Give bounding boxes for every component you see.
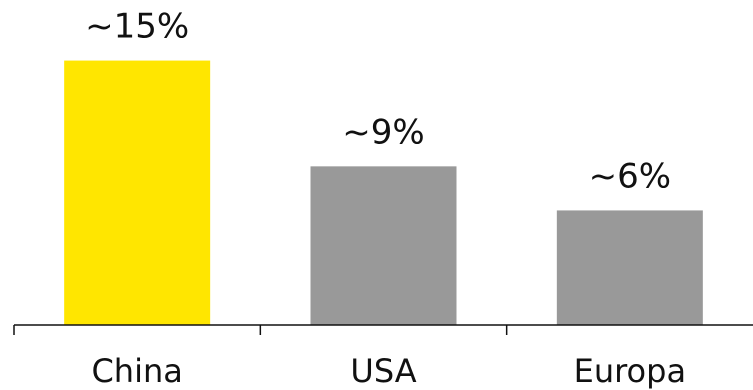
- bar-china: [64, 60, 211, 325]
- bar-usa: [310, 166, 457, 325]
- category-label-china: China: [91, 352, 182, 390]
- data-label-europa: ~6%: [589, 156, 671, 196]
- bars-group: [64, 60, 703, 325]
- labels-group: ~15% China ~9% USA ~6% Europa: [85, 7, 686, 390]
- category-label-europa: Europa: [574, 352, 686, 390]
- data-label-china: ~15%: [85, 7, 189, 47]
- bar-europa: [556, 210, 703, 325]
- category-label-usa: USA: [350, 352, 416, 390]
- data-label-usa: ~9%: [342, 112, 424, 152]
- x-axis: [13, 324, 753, 335]
